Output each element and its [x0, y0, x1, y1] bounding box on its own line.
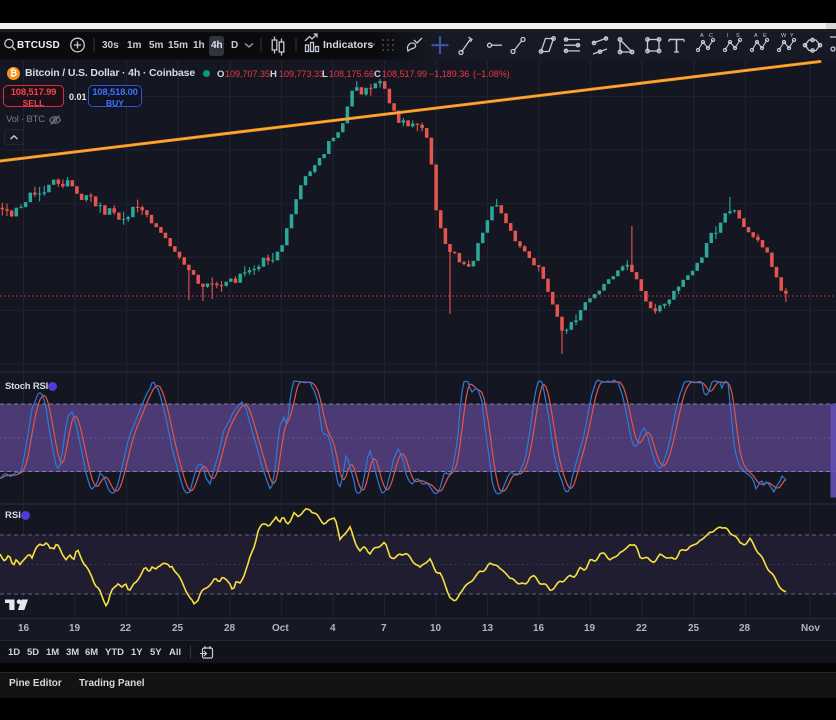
svg-text:A: A — [700, 33, 704, 39]
svg-text:A: A — [754, 33, 758, 39]
svg-text:Y: Y — [790, 33, 794, 39]
svg-text:W: W — [781, 33, 787, 39]
svg-text:I: I — [727, 33, 729, 39]
svg-text:E: E — [763, 33, 767, 39]
svg-text:S: S — [736, 33, 740, 39]
svg-text:C: C — [709, 33, 713, 39]
